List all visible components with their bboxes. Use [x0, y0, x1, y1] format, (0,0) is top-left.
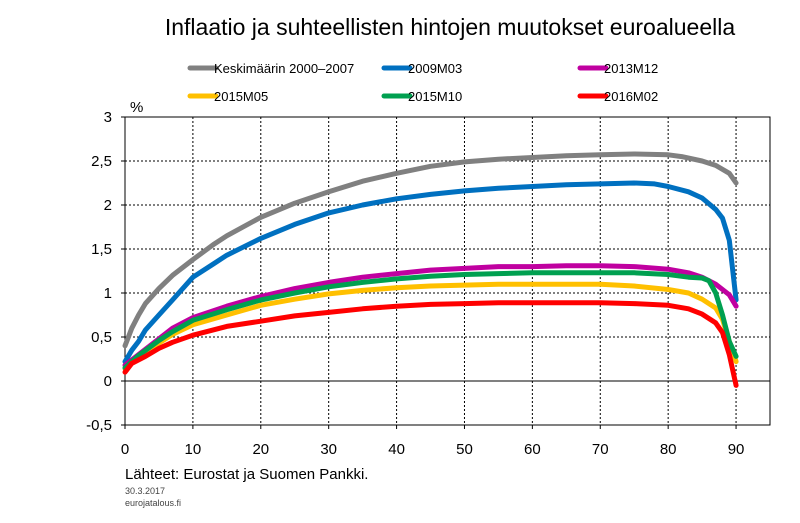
x-tick-label: 40 — [388, 441, 405, 458]
x-tick-label: 90 — [728, 441, 745, 458]
series-group — [122, 151, 739, 388]
x-tick-label: 60 — [524, 441, 541, 458]
site-note: eurojatalous.fi — [125, 498, 181, 508]
legend-label: 2013M12 — [604, 61, 658, 76]
legend-label: Keskimäärin 2000–2007 — [214, 61, 354, 76]
legend-label: 2016M02 — [604, 89, 658, 104]
y-tick-label: 0 — [104, 373, 112, 390]
x-tick-label: 10 — [185, 441, 202, 458]
y-tick-label: 3 — [104, 109, 112, 126]
y-tick-label: 2 — [104, 197, 112, 214]
y-tick-label: -0,5 — [86, 417, 112, 434]
source-note: Lähteet: Eurostat ja Suomen Pankki. — [125, 466, 368, 483]
chart-title: Inflaatio ja suhteellisten hintojen muut… — [165, 14, 735, 40]
x-tick-label: 30 — [320, 441, 337, 458]
series-line — [122, 300, 739, 388]
x-tick-label: 80 — [660, 441, 677, 458]
legend-label: 2009M03 — [408, 61, 462, 76]
y-tick-label: 0,5 — [91, 329, 112, 346]
y-tick-label: 1,5 — [91, 241, 112, 258]
series-line — [122, 270, 739, 371]
y-tick-label: 1 — [104, 285, 112, 302]
x-tick-label: 0 — [121, 441, 129, 458]
x-tick-label: 70 — [592, 441, 609, 458]
legend-label: 2015M05 — [214, 89, 268, 104]
series-line — [122, 281, 739, 372]
x-tick-label: 20 — [252, 441, 269, 458]
series-line — [122, 180, 739, 365]
y-unit-label: % — [130, 99, 143, 116]
axis-ticks: -0,500,511,522,530 10 20 30 40 50 60 70 80 90 — [86, 109, 770, 458]
x-tick-label: 50 — [456, 441, 473, 458]
date-note: 30.3.2017 — [125, 486, 165, 496]
y-tick-label: 2,5 — [91, 153, 112, 170]
legend-label: 2015M10 — [408, 89, 462, 104]
legend: Keskimäärin 2000–2007 2009M03 2013M12 2015M… — [187, 61, 658, 104]
series-line — [122, 151, 739, 349]
